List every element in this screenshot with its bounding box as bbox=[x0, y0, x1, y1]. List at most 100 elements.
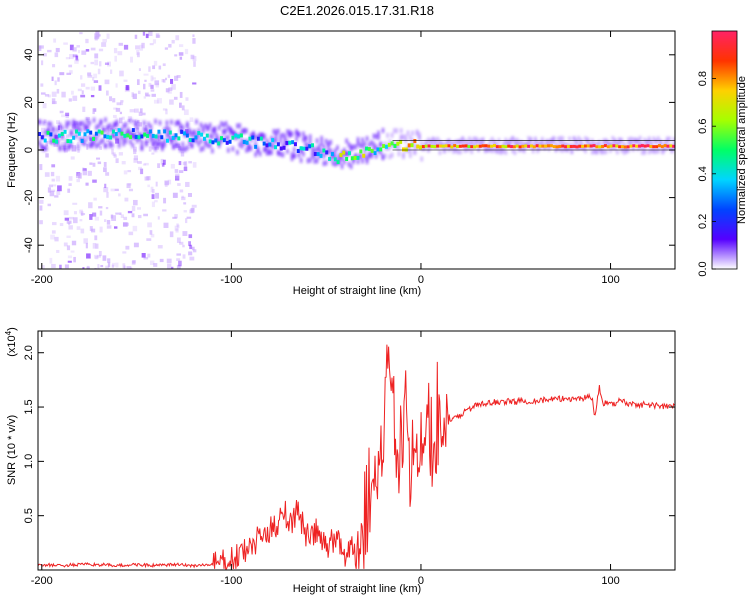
heatmap-halo-cell bbox=[197, 128, 201, 134]
heatmap-noise-cell bbox=[92, 162, 96, 167]
heatmap-core-cell bbox=[114, 131, 118, 136]
heatmap-core-cell bbox=[202, 136, 206, 141]
heatmap-core-cell bbox=[157, 129, 161, 134]
heatmap-halo-cell bbox=[518, 140, 522, 146]
heatmap-halo-cell bbox=[602, 138, 606, 144]
heatmap-halo-cell bbox=[126, 129, 130, 135]
heatmap-core-cell bbox=[239, 133, 243, 138]
heatmap-halo-cell bbox=[185, 145, 189, 151]
heatmap-core-cell bbox=[504, 145, 508, 149]
heatmap-halo-cell bbox=[313, 158, 317, 164]
heatmap-halo-cell bbox=[199, 138, 203, 144]
heatmap-halo-cell bbox=[285, 129, 289, 135]
heatmap-halo-cell bbox=[536, 140, 540, 146]
heatmap-halo-cell bbox=[540, 139, 544, 145]
heatmap-halo-cell bbox=[570, 149, 574, 155]
heatmap-halo-cell bbox=[81, 120, 85, 126]
heatmap-halo-cell bbox=[135, 138, 139, 144]
heatmap-halo-cell bbox=[154, 118, 158, 124]
heatmap-noise-cell bbox=[163, 79, 166, 83]
heatmap-halo-cell bbox=[631, 144, 635, 150]
heatmap-core-cell bbox=[606, 145, 610, 149]
heatmap-noise-cell bbox=[179, 189, 184, 193]
heatmap-noise-cell bbox=[68, 64, 73, 68]
heatmap-noise-cell bbox=[117, 51, 123, 56]
heatmap-halo-cell bbox=[558, 147, 562, 153]
heatmap-halo-cell bbox=[181, 125, 185, 131]
heatmap-noise-cell bbox=[65, 112, 70, 117]
heatmap-halo-cell bbox=[226, 135, 230, 141]
heatmap-noise-cell bbox=[48, 184, 53, 188]
heatmap-noise-cell bbox=[113, 47, 118, 54]
heatmap-core-cell bbox=[302, 146, 306, 151]
heatmap-core-cell bbox=[328, 156, 332, 161]
heatmap-core-cell bbox=[501, 144, 505, 148]
heatmap-halo-cell bbox=[254, 141, 258, 147]
heatmap-halo-cell bbox=[204, 138, 208, 144]
heatmap-noise-cell bbox=[85, 242, 88, 249]
heatmap-halo-cell bbox=[317, 144, 321, 150]
heatmap-noise-cell bbox=[174, 214, 178, 219]
heatmap-core-cell bbox=[225, 140, 229, 145]
heatmap-halo-cell bbox=[574, 138, 578, 144]
heatmap-noise-cell bbox=[155, 83, 160, 88]
heatmap-noise-cell bbox=[185, 97, 189, 101]
heatmap-noise-cell bbox=[188, 234, 193, 239]
heatmap-halo-cell bbox=[38, 140, 41, 146]
heatmap-noise-cell bbox=[191, 246, 195, 251]
heatmap-core-cell bbox=[510, 145, 514, 149]
heatmap-core-cell bbox=[165, 138, 169, 143]
heatmap-core-cell bbox=[183, 131, 187, 136]
heatmap-halo-cell bbox=[149, 124, 153, 130]
heatmap-halo-cell bbox=[135, 124, 139, 130]
heatmap-noise-cell bbox=[164, 77, 168, 81]
heatmap-core-cell bbox=[279, 146, 283, 151]
heatmap-noise-cell bbox=[176, 253, 181, 256]
heatmap-noise-cell bbox=[73, 217, 78, 224]
heatmap-core-cell bbox=[518, 145, 522, 149]
heatmap-core-cell bbox=[86, 129, 90, 134]
heatmap-halo-cell bbox=[85, 117, 89, 123]
heatmap-noise-cell bbox=[158, 65, 162, 70]
heatmap-noise-cell bbox=[150, 89, 155, 92]
heatmap-halo-cell bbox=[304, 141, 308, 147]
heatmap-noise-cell bbox=[141, 42, 145, 49]
heatmap-halo-cell bbox=[313, 148, 317, 154]
heatmap-halo-cell bbox=[590, 138, 594, 144]
heatmap-halo-cell bbox=[556, 136, 560, 142]
heatmap-halo-cell bbox=[240, 143, 244, 149]
heatmap-noise-cell bbox=[118, 193, 121, 197]
heatmap-halo-cell bbox=[326, 149, 330, 155]
heatmap-halo-cell bbox=[399, 134, 403, 140]
heatmap-halo-cell bbox=[354, 144, 358, 150]
heatmap-core-cell bbox=[72, 135, 76, 140]
heatmap-core-cell bbox=[143, 132, 147, 137]
heatmap-noise-cell bbox=[192, 38, 196, 44]
heatmap-noise-cell bbox=[193, 249, 197, 253]
heatmap-core-cell bbox=[427, 144, 431, 148]
heatmap-halo-cell bbox=[365, 136, 369, 142]
heatmap-halo-cell bbox=[365, 155, 369, 161]
heatmap-noise-cell bbox=[148, 146, 152, 152]
heatmap-halo-cell bbox=[220, 138, 223, 144]
heatmap-noise-cell bbox=[56, 190, 61, 196]
heatmap-core-cell bbox=[458, 144, 462, 148]
heatmap-halo-cell bbox=[279, 133, 283, 139]
snr-plot-area bbox=[38, 331, 675, 570]
heatmap-halo-cell bbox=[97, 142, 101, 148]
heatmap-noise-cell bbox=[86, 253, 91, 259]
heatmap-noise-cell bbox=[186, 216, 192, 219]
heatmap-noise-cell bbox=[45, 153, 49, 158]
heatmap-noise-cell bbox=[73, 256, 76, 263]
spectrogram-x-ticks: -200 -100 0 100 bbox=[31, 31, 620, 286]
heatmap-core-cell bbox=[404, 147, 408, 152]
heatmap-noise-cell bbox=[138, 111, 143, 116]
heatmap-halo-cell bbox=[406, 147, 410, 153]
heatmap-noise-cell bbox=[134, 127, 140, 134]
heatmap-halo-cell bbox=[240, 138, 244, 144]
heatmap-noise-cell bbox=[150, 84, 154, 89]
heatmap-noise-cell bbox=[170, 78, 174, 84]
heatmap-noise-cell bbox=[103, 167, 107, 173]
snr-x-ticks: -200 -100 0 100 bbox=[31, 331, 620, 587]
